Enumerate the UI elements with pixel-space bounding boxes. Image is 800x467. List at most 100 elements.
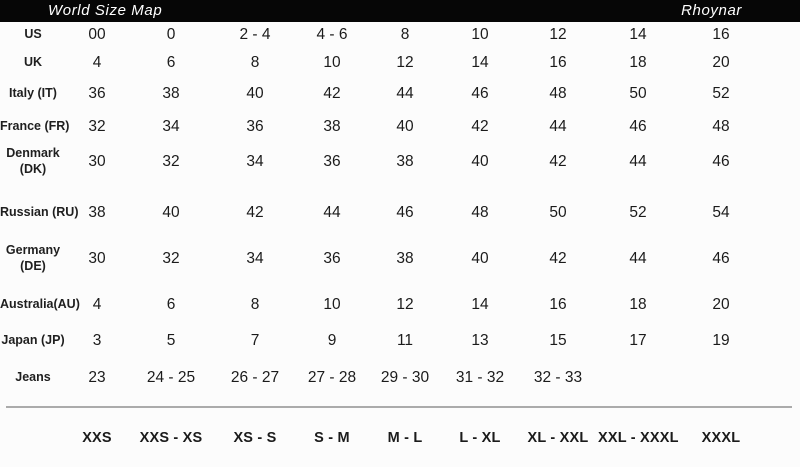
table-row-japan: Japan (JP) 3 5 7 9 11 13 15 17 19 [0, 322, 764, 360]
size-cell: 8 [250, 53, 260, 71]
size-cell: 42 [549, 250, 567, 267]
size-cell: 32 [88, 117, 106, 135]
size-cell: 36 [246, 117, 264, 135]
size-cell: 3 [92, 332, 102, 349]
size-cell: 42 [471, 117, 489, 135]
size-cell: 42 [246, 203, 264, 221]
size-cell [598, 360, 678, 406]
size-cell: 40 [246, 84, 264, 102]
size-cell: 20 [712, 296, 730, 313]
size-cell: 38 [88, 203, 106, 221]
size-cell: 14 [471, 53, 489, 71]
size-cell: 5 [166, 332, 176, 349]
size-cell: 52 [712, 84, 730, 102]
size-cell: 8 [400, 26, 410, 43]
size-label: XXS [82, 429, 112, 446]
size-cell: 36 [88, 84, 106, 102]
size-label: XXS - XS [139, 429, 203, 446]
size-cell: 50 [549, 203, 567, 221]
size-cell: 42 [323, 84, 341, 102]
row-label: US [24, 27, 42, 42]
size-cell: 16 [712, 26, 730, 43]
size-cell: 0 [166, 26, 176, 43]
table-row-italy: Italy (IT) 36 38 40 42 44 46 48 50 52 [0, 77, 764, 110]
size-cell: 31 - 32 [455, 369, 505, 386]
size-cell: 50 [629, 84, 647, 102]
size-cell: 48 [549, 84, 567, 102]
header-bar: World Size Map Rhoynar [0, 0, 800, 22]
size-cell: 18 [629, 53, 647, 71]
size-cell: 8 [250, 296, 260, 313]
row-label: Jeans [15, 370, 51, 385]
size-cell: 34 [162, 117, 180, 135]
size-cell: 9 [327, 332, 337, 349]
size-cell: 44 [323, 203, 341, 221]
size-cell: 46 [629, 117, 647, 135]
row-label: Denmark (DK) [6, 146, 60, 176]
table-row-denmark: Denmark (DK) 30 32 34 36 38 40 42 44 46 [0, 143, 764, 195]
size-cell: 16 [549, 53, 567, 71]
size-label: S - M [314, 429, 350, 446]
size-cell: 32 - 33 [533, 369, 583, 386]
size-cell: 30 [88, 250, 106, 267]
size-labels-row: XXS XXS - XS XS - S S - M M - L L - XL XL - XX… [0, 408, 764, 467]
size-cell: 38 [323, 117, 341, 135]
size-cell [678, 360, 764, 406]
row-label: Italy (IT) [9, 85, 57, 100]
row-label: Russian (RU) [0, 204, 79, 219]
size-cell: 46 [712, 153, 730, 170]
table-row-germany: Germany (DE) 30 32 34 36 38 40 42 44 46 [0, 230, 764, 288]
size-cell: 36 [323, 250, 341, 267]
table-row-jeans: Jeans 23 24 - 25 26 - 27 27 - 28 29 - 30 31 - … [0, 360, 764, 406]
row-label: Australia(AU) [0, 297, 80, 312]
row-label: France (FR) [0, 118, 70, 133]
size-cell: 27 - 28 [307, 369, 357, 386]
size-cell: 29 - 30 [380, 369, 430, 386]
row-label: Germany (DE) [5, 243, 61, 273]
size-cell: 42 [549, 153, 567, 170]
size-cell: 10 [323, 53, 341, 71]
size-label: M - L [387, 429, 423, 446]
table-row-france: France (FR) 32 34 36 38 40 42 44 46 48 [0, 110, 764, 143]
size-cell: 12 [396, 296, 414, 313]
size-cell: 44 [396, 84, 414, 102]
size-cell: 26 - 27 [230, 369, 280, 386]
row-label: UK [23, 54, 43, 69]
size-cell: 48 [471, 203, 489, 221]
size-cell: 20 [712, 53, 730, 71]
size-cell: 32 [162, 153, 180, 170]
size-cell: 4 - 6 [316, 26, 348, 43]
size-cell: 2 - 4 [239, 26, 271, 43]
size-cell: 6 [166, 53, 176, 71]
size-cell: 24 - 25 [146, 369, 196, 386]
size-cell: 12 [396, 53, 414, 71]
size-cell: 7 [250, 332, 260, 349]
size-cell: 46 [471, 84, 489, 102]
size-cell: 14 [629, 26, 647, 43]
size-cell: 30 [88, 153, 106, 170]
size-cell: 38 [162, 84, 180, 102]
size-cell: 48 [712, 117, 730, 135]
size-cell: 46 [712, 250, 730, 267]
size-cell: 40 [471, 153, 489, 170]
size-cell: 54 [712, 203, 730, 221]
size-label: XXXL [701, 429, 741, 446]
page-title: World Size Map [48, 2, 163, 19]
size-cell: 46 [396, 203, 414, 221]
row-label: Japan (JP) [1, 333, 65, 348]
size-label: XXL - XXXL [598, 429, 679, 446]
brand-name: Rhoynar [681, 2, 742, 19]
table-row-russian: Russian (RU) 38 40 42 44 46 48 50 52 54 [0, 195, 764, 230]
separator-line [6, 406, 792, 408]
size-cell: 17 [629, 332, 647, 349]
table-row-uk: UK 4 6 8 10 12 14 16 18 20 [0, 48, 764, 77]
size-cell: 18 [629, 296, 647, 313]
size-cell: 32 [162, 250, 180, 267]
size-cell: 11 [396, 332, 414, 349]
size-cell: 38 [396, 250, 414, 267]
size-cell: 34 [246, 250, 264, 267]
size-cell: 19 [712, 332, 730, 349]
size-label: XL - XXL [527, 429, 589, 446]
